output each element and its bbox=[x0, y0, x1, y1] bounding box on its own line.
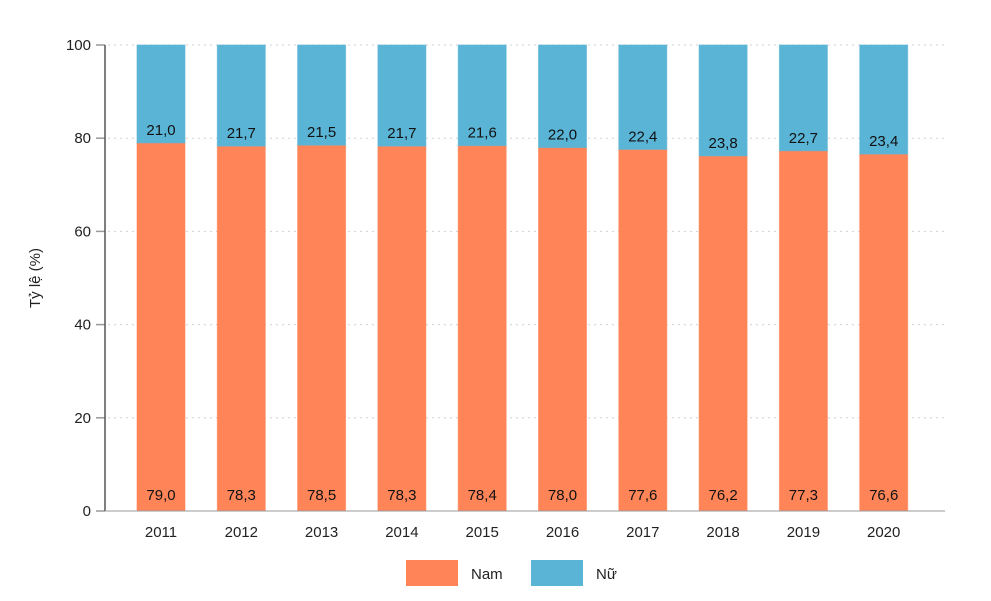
x-tick-label: 2012 bbox=[225, 524, 258, 541]
y-tick-label: 100 bbox=[66, 37, 91, 54]
data-label: 77,6 bbox=[628, 487, 657, 504]
x-tick-label: 2020 bbox=[867, 524, 900, 541]
data-label: 23,8 bbox=[708, 135, 737, 152]
data-label: 21,0 bbox=[146, 122, 175, 139]
bar-nam-2020 bbox=[859, 153, 909, 512]
bar-nam-2016 bbox=[538, 147, 587, 512]
data-label: 22,4 bbox=[628, 128, 657, 145]
y-tick-label: 60 bbox=[74, 223, 91, 240]
data-label: 21,5 bbox=[307, 124, 336, 141]
bar-nam-2017 bbox=[618, 148, 668, 512]
y-axis-label: Tỷ lệ (%) bbox=[27, 248, 44, 308]
data-label: 22,0 bbox=[548, 127, 577, 144]
bar-nam-2018 bbox=[698, 155, 748, 512]
data-label: 78,5 bbox=[307, 487, 336, 504]
x-tick-label: 2018 bbox=[706, 524, 739, 541]
data-label: 78,3 bbox=[227, 487, 256, 504]
data-label: 77,3 bbox=[789, 487, 818, 504]
legend-swatch-nam bbox=[406, 560, 458, 586]
x-tick-label: 2017 bbox=[626, 524, 659, 541]
data-label: 78,4 bbox=[468, 487, 497, 504]
x-tick-label: 2013 bbox=[305, 524, 338, 541]
data-label: 21,6 bbox=[468, 125, 497, 142]
bar-nu-2020 bbox=[859, 44, 909, 155]
data-label: 76,6 bbox=[869, 487, 898, 504]
x-tick-label: 2016 bbox=[546, 524, 579, 541]
data-label: 78,3 bbox=[387, 487, 416, 504]
data-label: 23,4 bbox=[869, 133, 898, 150]
x-tick-label: 2011 bbox=[145, 524, 177, 541]
bar-nu-2013 bbox=[297, 44, 347, 146]
bar-nu-2016 bbox=[538, 44, 587, 149]
data-label: 22,7 bbox=[789, 130, 818, 147]
x-tick-label: 2015 bbox=[466, 524, 499, 541]
legend-label: Nữ bbox=[596, 566, 617, 583]
y-tick-label: 0 bbox=[83, 503, 91, 520]
y-tick-label: 20 bbox=[74, 410, 91, 427]
x-tick-label: 2019 bbox=[787, 524, 820, 541]
bar-nu-2014 bbox=[377, 44, 427, 147]
bar-nam-2012 bbox=[216, 145, 266, 512]
y-tick-label: 80 bbox=[74, 130, 91, 147]
bar-nu-2012 bbox=[216, 44, 266, 147]
legend: Nam Nữ bbox=[406, 560, 617, 586]
bar-nam-2013 bbox=[297, 144, 347, 512]
bar-nu-2018 bbox=[698, 44, 748, 157]
bar-nu-2011 bbox=[136, 44, 186, 144]
bars: 79,0 21,0 78,3 21,7 78,5 21,5 78,3 21,7 78,4 21,6… bbox=[136, 44, 909, 512]
data-label: 21,7 bbox=[227, 125, 256, 142]
data-label: 21,7 bbox=[387, 125, 416, 142]
x-tick-label: 2014 bbox=[385, 524, 418, 541]
bar-nam-2011 bbox=[136, 142, 186, 512]
bar-nu-2015 bbox=[457, 44, 507, 147]
data-label: 79,0 bbox=[146, 487, 175, 504]
legend-swatch-nu bbox=[531, 560, 583, 586]
axes: 0 20 40 60 80 100 2011 2012 2013 2014 2015 2016 2017… bbox=[66, 37, 945, 541]
bar-nam-2019 bbox=[778, 150, 828, 512]
data-label: 76,2 bbox=[708, 487, 737, 504]
y-tick-label: 40 bbox=[74, 317, 91, 334]
legend-label: Nam bbox=[471, 566, 503, 583]
data-label: 78,0 bbox=[548, 487, 577, 504]
bar-nu-2017 bbox=[618, 44, 668, 150]
bar-nam-2014 bbox=[377, 145, 427, 512]
bar-nu-2019 bbox=[778, 44, 828, 152]
bar-nam-2015 bbox=[457, 145, 507, 512]
